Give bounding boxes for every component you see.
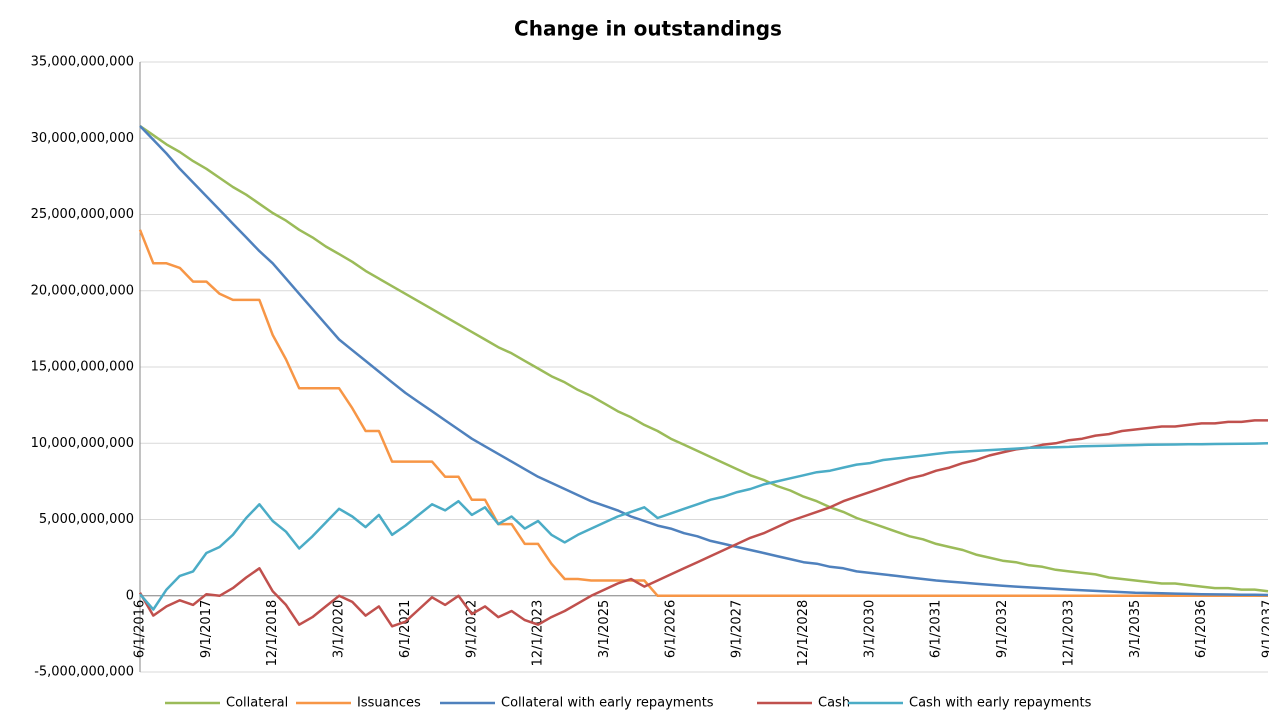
y-tick-label: 35,000,000,000 (31, 55, 134, 70)
x-tick-label: 9/1/2017 (199, 600, 214, 658)
x-tick-label: 9/1/2027 (730, 600, 745, 658)
y-tick-label: 20,000,000,000 (31, 283, 134, 298)
x-tick-label: 3/1/2020 (332, 600, 347, 658)
x-tick-label: 9/1/2037 (1261, 600, 1269, 658)
series-line (138, 229, 1268, 598)
x-tick-label: 6/1/2021 (398, 600, 413, 658)
x-tick-label: 3/1/2030 (862, 600, 877, 658)
x-tick-label: 3/1/2035 (1128, 600, 1143, 658)
x-tick-label: 12/1/2018 (265, 600, 280, 667)
legend-label: Cash with early repayments (909, 696, 1092, 711)
x-tick-label: 6/1/2026 (663, 600, 678, 658)
chart-title: Change in outstandings (514, 17, 782, 41)
legend-label: Collateral (226, 696, 288, 711)
x-tick-label: 9/1/2022 (464, 600, 479, 658)
y-tick-label: 25,000,000,000 (31, 207, 134, 222)
series-line (139, 124, 1269, 593)
x-tick-label: 9/1/2032 (995, 600, 1010, 658)
y-tick-label: 5,000,000,000 (39, 512, 134, 527)
y-tick-label: -5,000,000,000 (34, 665, 134, 680)
legend-label: Issuances (357, 696, 421, 711)
x-tick-label: 6/1/2036 (1194, 600, 1209, 658)
y-tick-label: 0 (126, 588, 134, 603)
x-tick-label: 12/1/2023 (531, 600, 546, 667)
x-tick-label: 3/1/2025 (597, 600, 612, 658)
y-tick-label: 30,000,000,000 (31, 131, 134, 146)
series-line (139, 442, 1269, 611)
y-tick-label: 10,000,000,000 (31, 436, 134, 451)
legend-label: Cash (818, 696, 850, 711)
x-tick-label: 12/1/2033 (1061, 600, 1076, 667)
legend-label: Collateral with early repayments (501, 696, 714, 711)
series-line (138, 419, 1268, 628)
series-line (139, 125, 1269, 597)
x-tick-label: 6/1/2016 (133, 600, 148, 658)
x-tick-label: 6/1/2031 (929, 600, 944, 658)
y-tick-label: 15,000,000,000 (31, 360, 134, 375)
x-tick-label: 12/1/2028 (796, 600, 811, 667)
